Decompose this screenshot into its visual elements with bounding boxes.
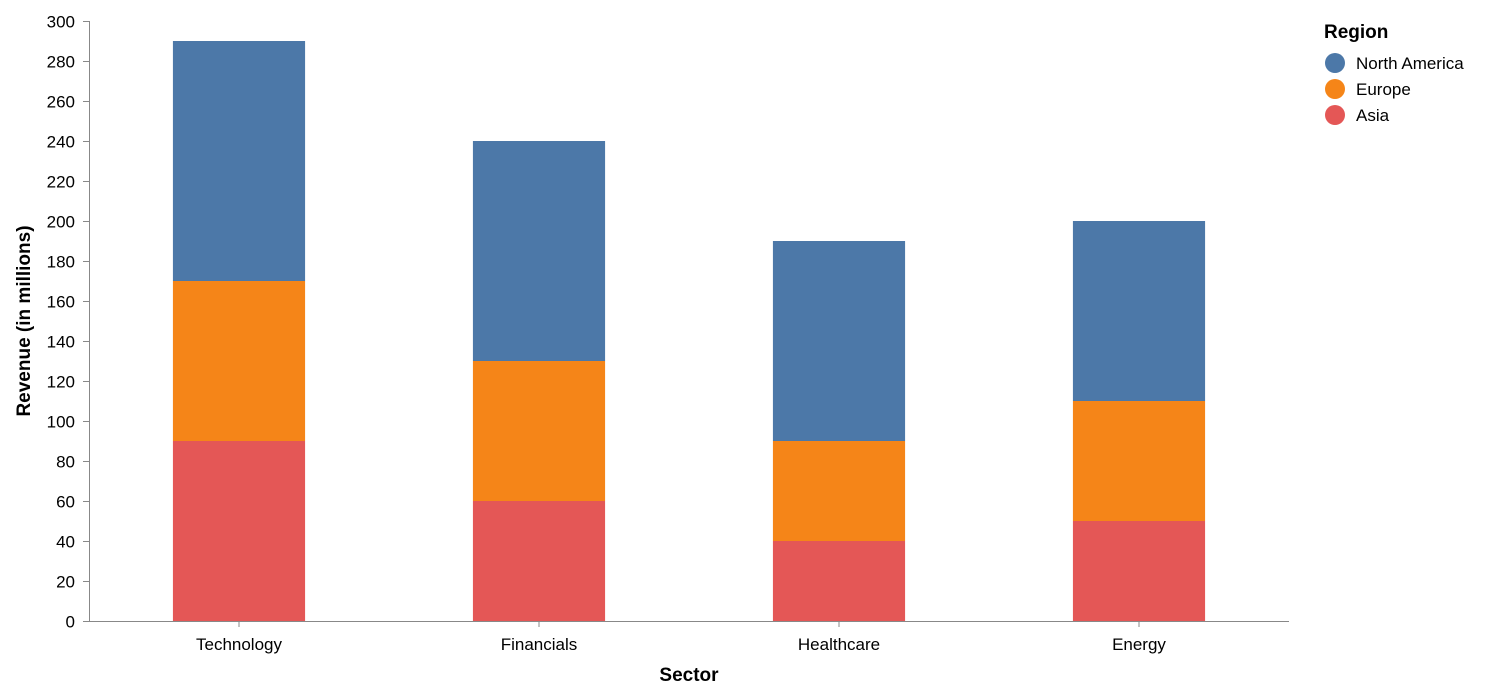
bar-healthcare-europe: [772, 441, 906, 541]
bar-healthcare-north-america: [772, 241, 906, 441]
bar-energy-europe: [1072, 401, 1206, 521]
bar-healthcare-asia: [772, 541, 906, 621]
x-tick-label-healthcare: Healthcare: [798, 635, 880, 654]
y-tick-label-300: 300: [47, 13, 75, 32]
x-tick-label-financials: Financials: [501, 635, 578, 654]
legend-label-north-america: North America: [1356, 54, 1464, 73]
y-tick-label-140: 140: [47, 333, 75, 352]
y-tick-label-40: 40: [56, 533, 75, 552]
y-tick-label-280: 280: [47, 53, 75, 72]
y-tick-label-200: 200: [47, 213, 75, 232]
y-axis-title: Revenue (in millions): [14, 225, 35, 416]
x-tick-label-technology: Technology: [196, 635, 283, 654]
y-tick-label-260: 260: [47, 93, 75, 112]
x-axis-title: Sector: [659, 665, 719, 686]
bar-energy-north-america: [1072, 221, 1206, 401]
legend-title: Region: [1324, 22, 1388, 43]
legend-label-asia: Asia: [1356, 106, 1390, 125]
x-axis: Technology Financials Healthcare Energy: [89, 621, 1289, 654]
bar-financials-north-america: [472, 141, 606, 361]
y-axis: 0 20 40 60 80 100 120 140 160 180 200 220 240 260 280 3…: [47, 13, 90, 632]
bars-group: [172, 41, 1206, 621]
legend-label-europe: Europe: [1356, 80, 1411, 99]
bar-energy-asia: [1072, 521, 1206, 621]
y-tick-label-80: 80: [56, 453, 75, 472]
legend-swatch-asia: [1325, 105, 1345, 125]
y-tick-label-240: 240: [47, 133, 75, 152]
y-tick-label-0: 0: [66, 613, 75, 632]
x-tick-label-energy: Energy: [1112, 635, 1166, 654]
y-tick-label-180: 180: [47, 253, 75, 272]
bar-technology-asia: [172, 441, 306, 621]
legend-swatch-europe: [1325, 79, 1345, 99]
legend: Region North America Europe Asia: [1324, 22, 1464, 125]
y-tick-label-20: 20: [56, 573, 75, 592]
legend-swatch-north-america: [1325, 53, 1345, 73]
bar-technology-north-america: [172, 41, 306, 281]
y-tick-label-100: 100: [47, 413, 75, 432]
y-tick-label-120: 120: [47, 373, 75, 392]
bar-financials-asia: [472, 501, 606, 621]
bar-technology-europe: [172, 281, 306, 441]
bar-financials-europe: [472, 361, 606, 501]
y-tick-label-220: 220: [47, 173, 75, 192]
y-tick-label-60: 60: [56, 493, 75, 512]
y-tick-label-160: 160: [47, 293, 75, 312]
